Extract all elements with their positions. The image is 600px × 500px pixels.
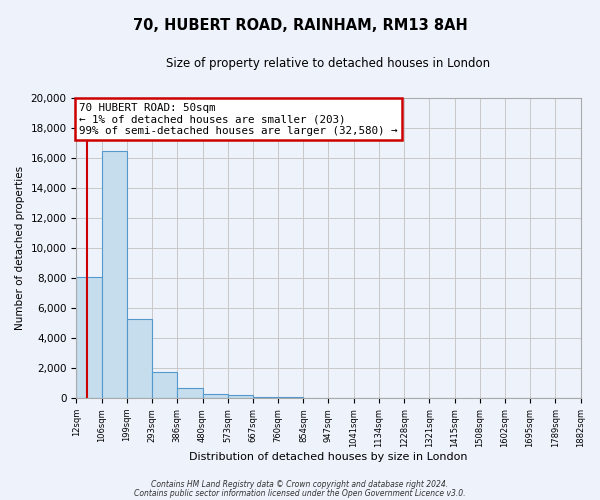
Title: Size of property relative to detached houses in London: Size of property relative to detached ho… (166, 58, 491, 70)
X-axis label: Distribution of detached houses by size in London: Distribution of detached houses by size … (189, 452, 468, 462)
Bar (203, 394, 227, 398)
Bar (102, 150, 127, 398)
Bar (152, 372, 177, 398)
Text: Contains HM Land Registry data © Crown copyright and database right 2024.: Contains HM Land Registry data © Crown c… (151, 480, 449, 489)
Bar (253, 396, 278, 398)
Text: 70, HUBERT ROAD, RAINHAM, RM13 8AH: 70, HUBERT ROAD, RAINHAM, RM13 8AH (133, 18, 467, 32)
Bar (177, 388, 203, 398)
Bar (227, 395, 253, 398)
Text: 70 HUBERT ROAD: 50sqm
← 1% of detached houses are smaller (203)
99% of semi-deta: 70 HUBERT ROAD: 50sqm ← 1% of detached h… (79, 102, 397, 136)
Bar (76, 276, 102, 398)
Text: Contains public sector information licensed under the Open Government Licence v3: Contains public sector information licen… (134, 488, 466, 498)
Y-axis label: Number of detached properties: Number of detached properties (15, 166, 25, 330)
Bar (127, 318, 152, 398)
